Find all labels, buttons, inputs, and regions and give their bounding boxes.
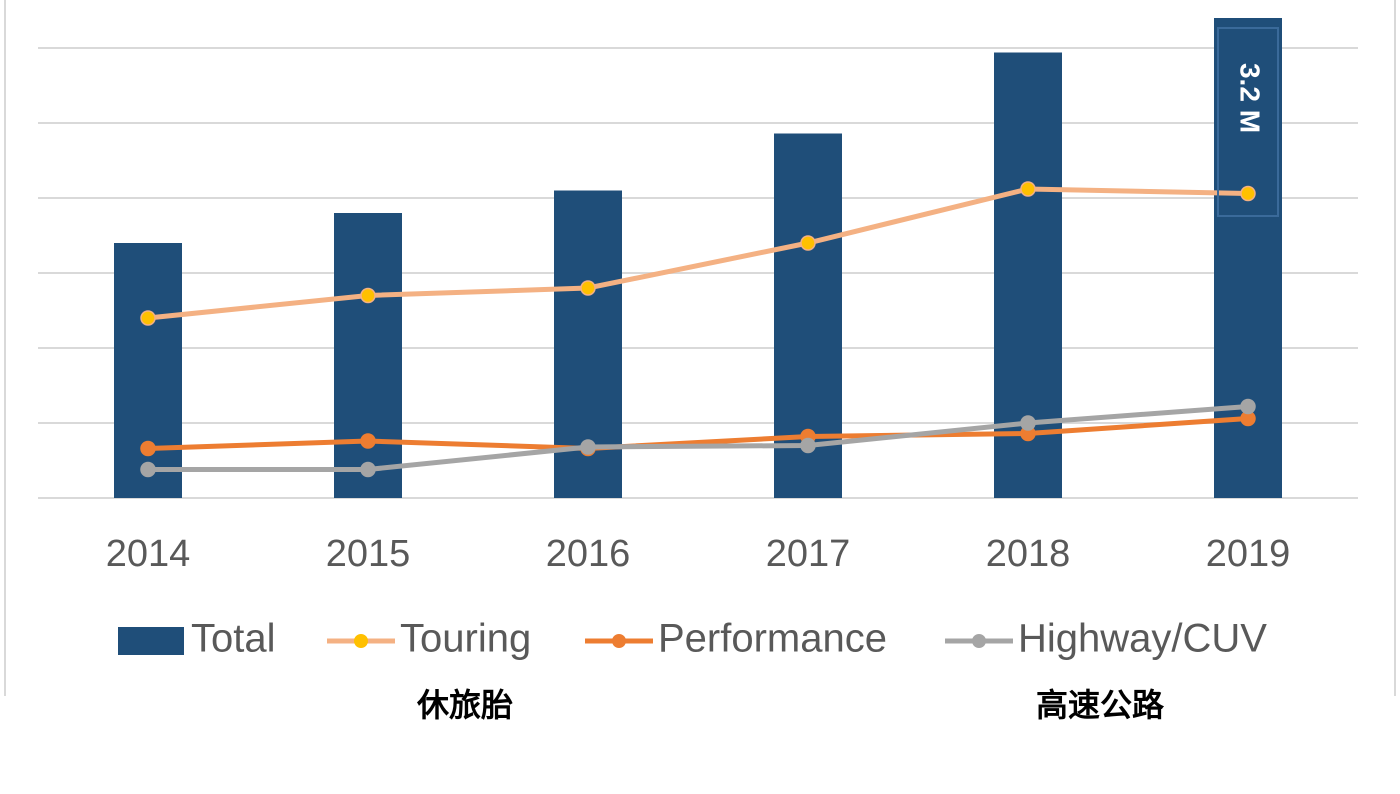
- lines: [140, 181, 1256, 478]
- marker: [140, 310, 156, 326]
- legend-label: Highway/CUV: [1018, 617, 1267, 661]
- legend-marker: [354, 634, 368, 648]
- legend-label: Total: [191, 617, 276, 661]
- x-tick-label: 2016: [546, 533, 631, 575]
- annotation: 高速公路: [1036, 686, 1165, 724]
- marker: [1020, 415, 1036, 431]
- marker: [140, 440, 156, 457]
- line: [148, 404, 1249, 472]
- data-label-box: [1217, 27, 1279, 217]
- bar: [114, 243, 182, 498]
- x-tick-label: 2014: [106, 533, 191, 575]
- x-tick-label: 2019: [1206, 533, 1291, 575]
- marker: [800, 437, 816, 454]
- data-label: 3.2 M: [1235, 63, 1266, 133]
- marker: [1240, 185, 1256, 202]
- marker: [140, 461, 156, 478]
- marker: [1240, 398, 1256, 415]
- marker: [1020, 181, 1036, 197]
- line: [147, 186, 1249, 321]
- marker: [800, 235, 816, 251]
- x-tick-label: 2018: [986, 533, 1071, 575]
- grid: [38, 47, 1358, 499]
- annotation: 休旅胎: [416, 686, 513, 724]
- marker: [360, 287, 376, 304]
- marker: [360, 433, 376, 449]
- labels: 2014 2015 2016 2017 2018 2019 3.2 M Total Tourin…: [106, 27, 1291, 661]
- line: [147, 416, 1249, 452]
- legend-marker: [972, 634, 986, 648]
- x-tick-label: 2017: [766, 533, 851, 575]
- bar: [334, 213, 402, 498]
- legend-label: Touring: [400, 617, 531, 661]
- legend-swatch: [118, 627, 184, 655]
- legend-label: Performance: [658, 617, 887, 661]
- marker: [360, 461, 376, 478]
- legend-marker: [612, 634, 626, 648]
- x-tick-label: 2015: [326, 533, 411, 575]
- marker: [580, 280, 596, 296]
- marker: [580, 439, 596, 455]
